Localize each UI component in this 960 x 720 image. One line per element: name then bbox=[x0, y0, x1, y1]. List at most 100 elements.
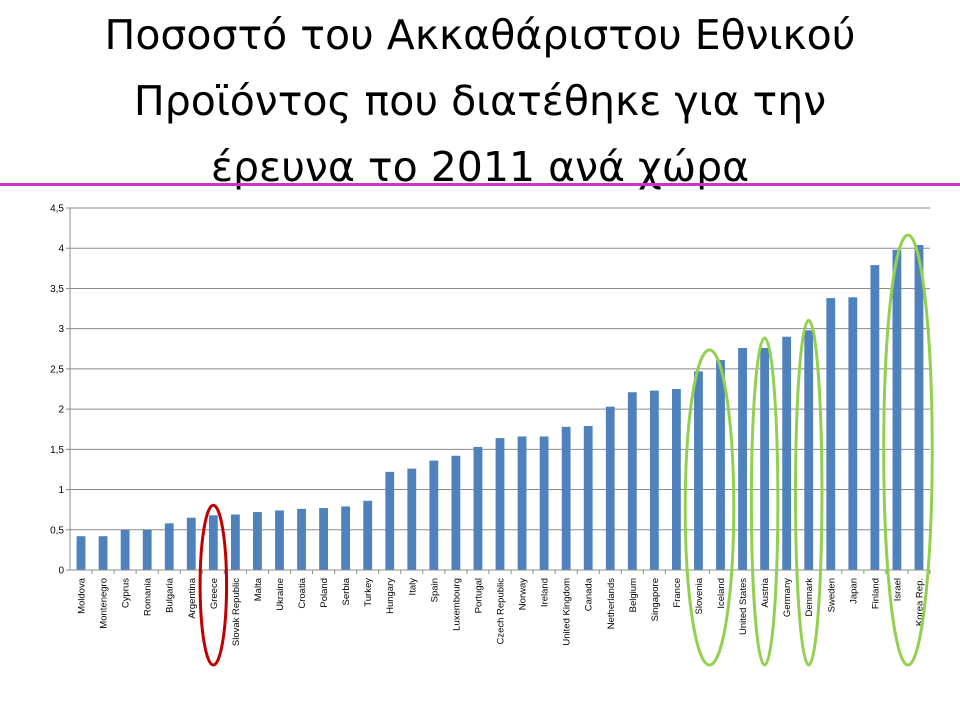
bar bbox=[297, 508, 306, 570]
title-line-2: Προϊόντος που διατέθηκε για την bbox=[133, 77, 827, 125]
bar bbox=[782, 336, 792, 570]
y-tick-label: 0 bbox=[58, 566, 64, 577]
x-tick-label: Netherlands bbox=[606, 578, 617, 629]
x-tick-label: United States bbox=[738, 578, 749, 635]
bar bbox=[605, 406, 615, 570]
x-tick-label: Hungary bbox=[385, 578, 396, 614]
bar bbox=[649, 390, 659, 570]
x-tick-label: Japan bbox=[848, 578, 859, 604]
bar bbox=[561, 426, 571, 570]
bar bbox=[407, 468, 417, 570]
x-tick-label: Greece bbox=[209, 578, 220, 609]
x-tick-label: Sweden bbox=[826, 578, 837, 612]
bar bbox=[186, 517, 196, 570]
x-tick-label: Denmark bbox=[804, 578, 815, 617]
bar bbox=[804, 330, 814, 570]
bar bbox=[627, 392, 637, 570]
bar bbox=[826, 298, 836, 570]
bar bbox=[495, 438, 505, 570]
x-tick-label: Israel bbox=[892, 578, 903, 601]
bar bbox=[429, 460, 439, 570]
bar bbox=[892, 249, 902, 570]
bar bbox=[451, 455, 461, 570]
bar bbox=[716, 360, 725, 570]
bar bbox=[385, 471, 395, 570]
x-tick-label: Argentina bbox=[187, 577, 198, 618]
highlight-ellipse bbox=[749, 336, 780, 667]
x-tick-label: Luxembourg bbox=[451, 578, 462, 631]
x-tick-label: Slovenia bbox=[694, 577, 705, 614]
x-tick-label: Slovak Republic bbox=[231, 578, 242, 646]
x-tick-label: Norway bbox=[518, 578, 529, 610]
title-divider bbox=[0, 183, 960, 186]
bars bbox=[76, 245, 924, 570]
x-tick-label: Moldova bbox=[77, 577, 88, 614]
x-tick-label: Portugal bbox=[473, 578, 484, 613]
x-tick-label: Czech Republic bbox=[496, 578, 507, 645]
x-tick-label: Korea Rep. bbox=[914, 578, 925, 626]
bar-chart: 0 0,5 1 1,5 2 2,5 3 3,5 4 4,5 Moldova Montenegro Cy… bbox=[50, 204, 934, 667]
x-tick-label: Iceland bbox=[716, 578, 727, 609]
x-tick-label: Serbia bbox=[341, 577, 352, 605]
x-tick-label: Austria bbox=[760, 577, 771, 607]
bar bbox=[275, 510, 284, 570]
bar bbox=[120, 529, 130, 570]
highlight-ellipse bbox=[683, 348, 736, 667]
y-tick-label: 2 bbox=[58, 405, 64, 416]
bar bbox=[914, 245, 924, 570]
highlight-ellipse bbox=[198, 503, 229, 667]
x-tick-label: Finland bbox=[870, 578, 881, 609]
x-tick-label: Croatia bbox=[297, 577, 308, 608]
x-tick-label: Ireland bbox=[540, 578, 551, 607]
x-tick-label: Cyprus bbox=[121, 578, 132, 608]
x-tick-label: Bulgaria bbox=[165, 577, 176, 613]
y-tick-label: 4 bbox=[58, 244, 64, 255]
bar bbox=[760, 347, 770, 570]
x-tick-label: France bbox=[672, 578, 683, 608]
bar bbox=[363, 500, 373, 570]
x-tick-label: Ukraine bbox=[275, 578, 286, 611]
bar bbox=[672, 389, 681, 570]
x-tick-label: Turkey bbox=[363, 578, 374, 607]
x-tick-label: United Kingdom bbox=[562, 578, 573, 646]
highlight-ellipse bbox=[882, 233, 934, 667]
x-tick-label: Spain bbox=[429, 578, 440, 602]
slide-title: Ποσοστό του Ακκαθάριστου Εθνικού Προϊόντ… bbox=[0, 2, 960, 200]
axes bbox=[66, 207, 931, 574]
bar bbox=[848, 297, 858, 570]
bar bbox=[473, 446, 483, 570]
bar bbox=[539, 436, 549, 570]
bar bbox=[253, 512, 262, 570]
bar bbox=[98, 536, 108, 570]
y-tick-label: 3 bbox=[58, 324, 64, 335]
bar bbox=[341, 506, 351, 570]
x-tick-label: Malta bbox=[253, 577, 264, 601]
bar bbox=[142, 529, 152, 570]
bar bbox=[208, 515, 218, 570]
bar bbox=[583, 426, 593, 570]
y-tick-label: 1 bbox=[58, 485, 64, 496]
x-tick-label: Germany bbox=[782, 578, 793, 617]
x-tick-labels: Moldova Montenegro Cyprus Romania Bulgaria Ar… bbox=[77, 577, 926, 646]
x-tick-label: Canada bbox=[584, 577, 595, 611]
y-tick-label: 4,5 bbox=[50, 204, 64, 215]
bar bbox=[76, 536, 86, 570]
x-tick-label: Romania bbox=[143, 577, 154, 616]
x-tick-label: Belgium bbox=[628, 578, 639, 612]
highlight-ellipse bbox=[793, 318, 824, 667]
bar bbox=[738, 347, 747, 570]
y-tick-label: 3,5 bbox=[50, 284, 64, 295]
x-tick-label: Singapore bbox=[650, 578, 661, 621]
y-tick-labels: 0 0,5 1 1,5 2 2,5 3 3,5 4 4,5 bbox=[50, 204, 64, 577]
title-line-1: Ποσοστό του Ακκαθάριστου Εθνικού bbox=[104, 11, 856, 59]
x-tick-label: Montenegro bbox=[99, 578, 110, 629]
highlight-ellipses bbox=[198, 233, 934, 667]
bar bbox=[870, 265, 880, 570]
x-tick-label: Italy bbox=[407, 578, 418, 596]
x-tick-label: Poland bbox=[319, 578, 330, 608]
y-tick-label: 0,5 bbox=[50, 525, 64, 536]
y-tick-label: 2,5 bbox=[50, 364, 64, 375]
bar bbox=[694, 371, 703, 570]
bar bbox=[517, 436, 527, 570]
bar bbox=[319, 508, 328, 570]
